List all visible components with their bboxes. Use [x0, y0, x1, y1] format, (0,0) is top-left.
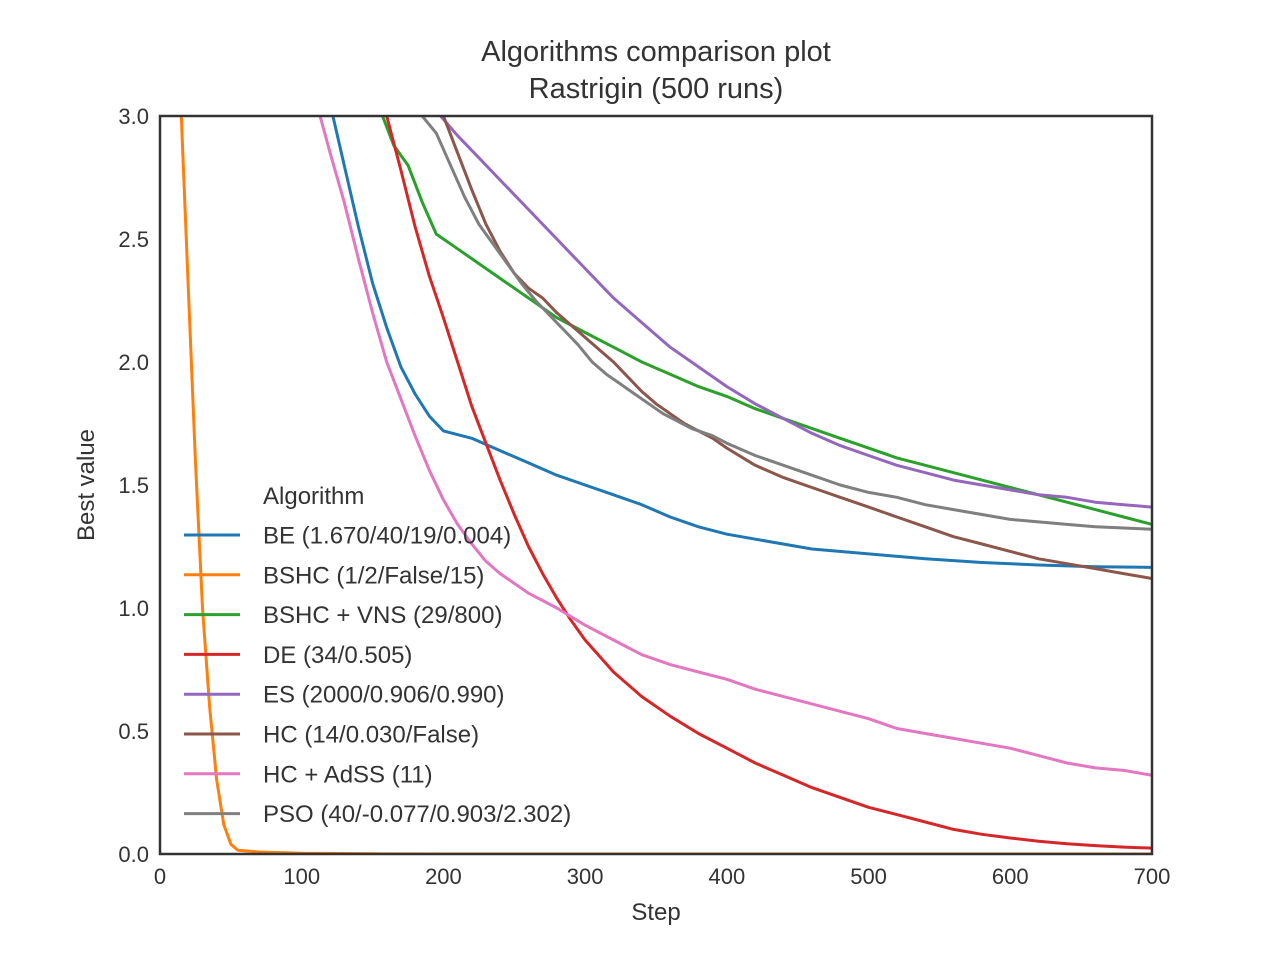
- legend-label-1: BSHC (1/2/False/15): [263, 562, 484, 589]
- x-axis-label: Step: [631, 899, 680, 926]
- y-tick-label-5: 2.5: [118, 227, 149, 252]
- y-tick-label-6: 3.0: [118, 104, 149, 129]
- legend-item-3: DE (34/0.505): [184, 642, 412, 669]
- series-line-7: [420, 116, 1152, 531]
- y-axis-label: Best value: [73, 429, 100, 541]
- series-line-6: [318, 116, 1152, 777]
- x-tick-label-3: 300: [567, 864, 604, 889]
- legend-item-0: BE (1.670/40/19/0.004): [184, 523, 511, 550]
- y-tick-label-4: 2.0: [118, 350, 149, 375]
- chart-subtitle: Rastrigin (500 runs): [529, 73, 784, 105]
- x-tick-label-4: 400: [708, 864, 745, 889]
- legend-item-4: ES (2000/0.906/0.990): [184, 682, 505, 709]
- plot-frame: [158, 114, 1154, 856]
- legend-label-0: BE (1.670/40/19/0.004): [263, 523, 511, 550]
- legend-item-1: BSHC (1/2/False/15): [184, 562, 484, 589]
- series-line-0: [331, 116, 1152, 569]
- legend-title: Algorithm: [263, 483, 364, 510]
- x-tick-label-2: 200: [425, 864, 462, 889]
- series-line-4: [439, 116, 1152, 509]
- legend-label-6: HC + AdSS (11): [263, 761, 433, 788]
- legend-label-2: BSHC + VNS (29/800): [263, 602, 502, 629]
- chart-title: Algorithms comparison plot: [481, 36, 831, 68]
- legend-label-5: HC (14/0.030/False): [263, 722, 479, 749]
- series-line-2: [381, 116, 1152, 526]
- y-tick-label-1: 0.5: [118, 719, 149, 744]
- series-line-3: [385, 116, 1152, 850]
- x-tick-label-0: 0: [154, 864, 166, 889]
- legend-label-3: DE (34/0.505): [263, 642, 412, 669]
- legend-label-4: ES (2000/0.906/0.990): [263, 682, 505, 709]
- y-tick-label-0: 0.0: [118, 842, 149, 867]
- series-layer: [179, 116, 1152, 854]
- y-tick-label-2: 1.0: [118, 596, 149, 621]
- x-tick-label-5: 500: [850, 864, 887, 889]
- x-tick-label-7: 700: [1134, 864, 1171, 889]
- y-tick-label-3: 1.5: [118, 473, 149, 498]
- legend-item-6: HC + AdSS (11): [184, 761, 433, 788]
- ticks-layer: 0 100 200 300 400 500 600 700 0.0 0.5 1.0 1.5 2.0 2.5…: [118, 104, 1170, 889]
- x-tick-label-1: 100: [283, 864, 320, 889]
- legend-item-7: PSO (40/-0.077/0.903/2.302): [184, 801, 571, 828]
- legend-item-2: BSHC + VNS (29/800): [184, 602, 502, 629]
- legend-label-7: PSO (40/-0.077/0.903/2.302): [263, 801, 571, 828]
- legend: Algorithm BE (1.670/40/19/0.004) BSHC (1/…: [184, 483, 571, 828]
- x-tick-label-6: 600: [992, 864, 1029, 889]
- legend-item-5: HC (14/0.030/False): [184, 722, 479, 749]
